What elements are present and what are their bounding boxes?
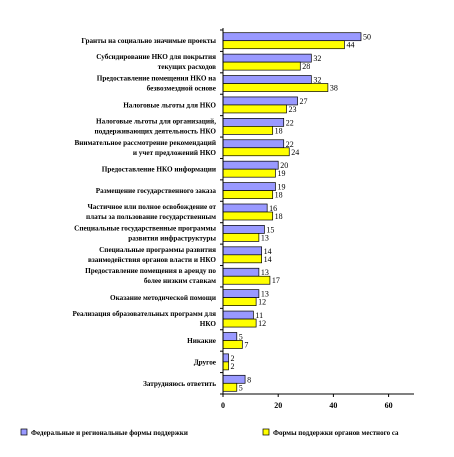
bar: [222, 160, 279, 170]
category-label: Предоставление НКО информации: [102, 166, 216, 174]
legend: Федеральные и региональные формы поддерж…: [20, 428, 399, 437]
bar: [222, 118, 285, 127]
category-label: Размещение государственного заказа: [96, 187, 217, 195]
data-label: 12: [258, 319, 266, 328]
data-label: 32: [313, 54, 321, 63]
value-labels: 5044322832382723221822242019191816181513…: [231, 33, 371, 393]
bar: [222, 61, 301, 71]
category-label: Внимательное рассмотрение рекомендаций и …: [74, 139, 216, 157]
bars: [222, 32, 362, 392]
data-label: 38: [330, 84, 338, 93]
bar: [222, 361, 229, 371]
bar: [222, 75, 312, 84]
bar: [222, 246, 262, 256]
data-label: 7: [244, 340, 248, 349]
category-label: Оказание методической помощи: [110, 294, 216, 302]
data-label: 2: [231, 362, 235, 371]
bar: [222, 53, 312, 63]
bar: [222, 147, 290, 157]
bar: [222, 203, 268, 213]
x-tick-label: 0: [221, 401, 225, 410]
category-label: Налоговые льготы для НКО: [123, 101, 216, 109]
data-label: 19: [277, 183, 285, 192]
data-label: 22: [286, 140, 294, 149]
data-label: 5: [239, 332, 243, 341]
bar: [222, 275, 271, 285]
bar: [222, 211, 274, 221]
data-label: 13: [261, 268, 269, 277]
category-label: Специальные программы развития взаимодейс…: [88, 246, 216, 264]
data-label: 23: [288, 105, 296, 114]
data-label: 17: [272, 276, 280, 285]
bar: [222, 139, 285, 149]
category-label: Частичное или полное освобождение от плат…: [86, 203, 216, 221]
data-label: 2: [231, 354, 235, 363]
legend-label: Формы поддержки органов местного са: [273, 429, 399, 437]
data-label: 14: [264, 255, 272, 264]
bar: [222, 297, 257, 306]
data-label: 20: [280, 161, 288, 170]
bar: [222, 32, 362, 42]
x-tick-label: 20: [274, 401, 282, 410]
data-label: 32: [313, 76, 321, 85]
bar: [222, 126, 274, 135]
category-label: Предоставление помещения НКО на безвозмез…: [97, 75, 217, 93]
data-label: 18: [275, 212, 283, 221]
category-label: Предоставление помещения в аренду по боле…: [85, 267, 216, 285]
category-label: Затрудняюсь ответить: [143, 380, 216, 388]
data-label: 11: [255, 311, 263, 320]
category-label: Гранты на социально значимые проекты: [81, 37, 216, 45]
data-label: 28: [302, 62, 310, 71]
data-label: 13: [261, 233, 269, 242]
bar: [222, 267, 260, 277]
bar: [222, 340, 243, 349]
data-label: 27: [300, 97, 308, 106]
bar: [222, 83, 329, 92]
bar: [222, 104, 287, 114]
bar: [222, 310, 254, 320]
bar: [222, 374, 246, 384]
data-label: 24: [291, 148, 299, 157]
bar: [222, 190, 274, 199]
data-label: 18: [275, 126, 283, 135]
data-label: 50: [363, 33, 371, 42]
category-labels: Гранты на социально значимые проекты Субс…: [72, 37, 216, 388]
data-label: 13: [261, 290, 269, 299]
bar: [222, 332, 238, 341]
bar: [222, 225, 265, 234]
category-label: Специальные государственные программы раз…: [74, 224, 216, 242]
data-label: 18: [275, 191, 283, 200]
bar: [222, 353, 229, 363]
bar: [222, 168, 276, 178]
bar: [222, 382, 238, 392]
bar: [222, 254, 262, 264]
legend-swatch: [20, 428, 28, 436]
data-label: 19: [277, 169, 285, 178]
category-label: Никакие: [187, 337, 216, 345]
data-label: 15: [266, 225, 274, 234]
legend-label: Федеральные и региональные формы поддерж…: [31, 429, 188, 437]
category-label: Реализация образовательных программ для Н…: [72, 310, 216, 328]
bar: [222, 318, 257, 328]
category-label: Субсидирование НКО для покрытия текущих р…: [96, 53, 216, 71]
bar: [222, 233, 260, 242]
data-label: 44: [346, 41, 354, 50]
category-label: Другое: [194, 358, 216, 366]
data-label: 14: [264, 247, 272, 256]
axes: 0 20 40 60: [220, 28, 414, 410]
category-label: Налоговые льготы для организаций, поддерж…: [95, 117, 217, 135]
data-label: 8: [247, 375, 251, 384]
x-tick-label: 60: [385, 401, 393, 410]
data-label: 12: [258, 298, 266, 307]
data-label: 5: [239, 383, 243, 392]
data-label: 16: [269, 204, 277, 213]
x-tick-label: 40: [329, 401, 337, 410]
bar: [222, 182, 276, 191]
data-label: 22: [286, 118, 294, 127]
legend-swatch: [262, 428, 270, 436]
bar: [222, 289, 260, 298]
bar: [222, 40, 345, 50]
bar: [222, 96, 298, 106]
